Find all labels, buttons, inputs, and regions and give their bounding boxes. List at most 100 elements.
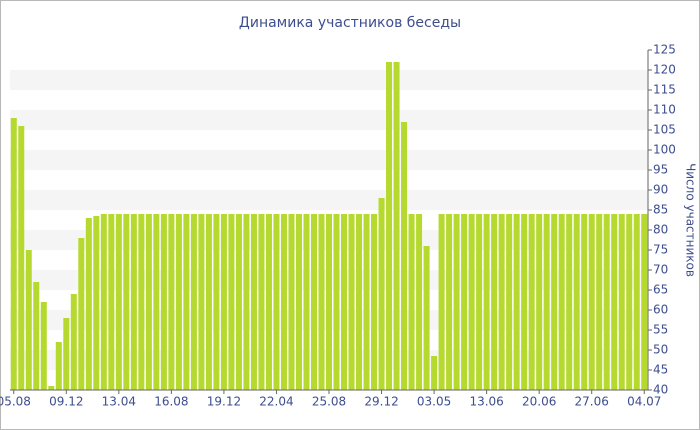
bar xyxy=(63,318,70,390)
bar xyxy=(295,214,302,390)
chart-title: Динамика участников беседы xyxy=(239,15,461,31)
bar xyxy=(566,214,573,390)
bar xyxy=(198,214,205,390)
x-tick-label: 20.06 xyxy=(522,395,556,409)
bar xyxy=(18,126,25,390)
grid-band xyxy=(10,110,648,130)
bar xyxy=(386,62,393,390)
bar xyxy=(213,214,220,390)
bar xyxy=(551,214,558,390)
bar xyxy=(175,214,182,390)
y-tick-label: 50 xyxy=(653,343,668,357)
bar xyxy=(258,214,265,390)
bar xyxy=(235,214,242,390)
y-tick-label: 105 xyxy=(653,123,676,137)
bar xyxy=(123,214,130,390)
bar xyxy=(40,302,47,390)
bar xyxy=(33,282,40,390)
y-tick-label: 100 xyxy=(653,143,676,157)
x-tick-label: 29.12 xyxy=(364,395,398,409)
x-tick-label: 03.05 xyxy=(417,395,451,409)
bar xyxy=(130,214,137,390)
bar xyxy=(528,214,535,390)
bar xyxy=(378,198,385,390)
x-tick-label: 16.08 xyxy=(154,395,188,409)
bar xyxy=(438,214,445,390)
grid-band xyxy=(10,150,648,170)
bar xyxy=(581,214,588,390)
bar xyxy=(498,214,505,390)
bar xyxy=(273,214,280,390)
bar xyxy=(243,214,250,390)
x-tick-label: 05.08 xyxy=(0,395,31,409)
bar xyxy=(356,214,363,390)
bar xyxy=(348,214,355,390)
bar xyxy=(618,214,625,390)
bar xyxy=(115,214,122,390)
bar xyxy=(393,62,400,390)
y-axis-label: Число участников xyxy=(684,163,698,277)
bar xyxy=(558,214,565,390)
x-tick-label: 27.06 xyxy=(575,395,609,409)
bar xyxy=(108,214,115,390)
y-tick-label: 85 xyxy=(653,203,668,217)
y-tick-label: 65 xyxy=(653,283,668,297)
bar xyxy=(228,214,235,390)
bar xyxy=(168,214,175,390)
bar xyxy=(93,216,100,390)
bar xyxy=(145,214,152,390)
bar xyxy=(521,214,528,390)
bar xyxy=(468,214,475,390)
bar xyxy=(138,214,145,390)
bar xyxy=(401,122,408,390)
bar xyxy=(183,214,190,390)
y-tick-label: 110 xyxy=(653,103,676,117)
bar xyxy=(318,214,325,390)
bar xyxy=(100,214,107,390)
bar xyxy=(513,214,520,390)
y-tick-label: 90 xyxy=(653,183,668,197)
x-tick-label: 13.04 xyxy=(102,395,136,409)
bar xyxy=(446,214,453,390)
y-tick-label: 115 xyxy=(653,83,676,97)
bar xyxy=(325,214,333,390)
y-tick-label: 125 xyxy=(653,43,676,57)
bar xyxy=(626,214,633,390)
grid-band xyxy=(10,190,648,210)
bar xyxy=(633,214,640,390)
bar xyxy=(543,214,550,390)
bar xyxy=(303,214,310,390)
y-tick-label: 60 xyxy=(653,303,668,317)
bar xyxy=(408,214,415,390)
bar xyxy=(10,118,17,390)
bar xyxy=(78,238,85,390)
x-tick-label: 04.07 xyxy=(627,395,661,409)
y-tick-label: 80 xyxy=(653,223,668,237)
y-tick-label: 95 xyxy=(653,163,668,177)
bar xyxy=(70,294,77,390)
bar xyxy=(310,214,317,390)
y-tick-label: 70 xyxy=(653,263,668,277)
y-tick-label: 55 xyxy=(653,323,668,337)
bar xyxy=(536,214,543,390)
bar xyxy=(506,214,513,390)
bar xyxy=(573,214,580,390)
bar xyxy=(85,218,92,390)
bar xyxy=(153,214,160,390)
bar xyxy=(596,214,603,390)
bar xyxy=(55,342,62,390)
y-tick-label: 45 xyxy=(653,363,668,377)
bar xyxy=(416,214,423,390)
bar xyxy=(333,214,340,390)
y-tick-label: 75 xyxy=(653,243,668,257)
bar xyxy=(160,214,167,390)
bar xyxy=(220,214,227,390)
bar xyxy=(265,214,272,390)
bar xyxy=(483,214,490,390)
bar xyxy=(431,356,438,390)
x-tick-label: 25.08 xyxy=(312,395,346,409)
bar xyxy=(25,250,32,390)
bar xyxy=(371,214,378,390)
y-tick-label: 40 xyxy=(653,383,668,397)
